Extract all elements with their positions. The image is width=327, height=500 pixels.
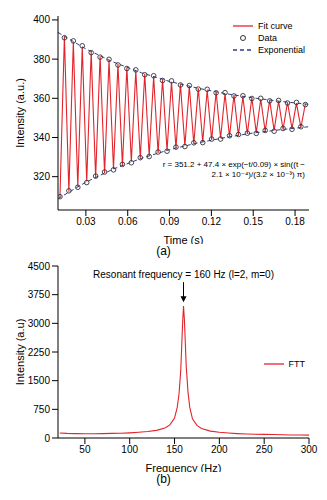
svg-text:320: 320 xyxy=(33,171,50,182)
svg-text:750: 750 xyxy=(33,404,50,415)
html-text:Fit curve: Fit curve xyxy=(258,21,293,31)
svg-text:Intensity (a.u): Intensity (a.u) xyxy=(14,319,26,386)
svg-text:100: 100 xyxy=(121,444,138,455)
svg-text:3000: 3000 xyxy=(28,318,51,329)
svg-text:Frequency (Hz): Frequency (Hz) xyxy=(146,462,222,472)
svg-text:0.03: 0.03 xyxy=(76,216,96,227)
svg-text:340: 340 xyxy=(33,132,50,143)
html-text:FTT: FTT xyxy=(288,359,305,369)
svg-text:380: 380 xyxy=(33,54,50,65)
svg-text:2250: 2250 xyxy=(28,347,51,358)
svg-text:0.09: 0.09 xyxy=(160,216,180,227)
svg-text:Time (s): Time (s) xyxy=(164,234,204,244)
svg-text:0.12: 0.12 xyxy=(202,216,222,227)
svg-text:200: 200 xyxy=(211,444,228,455)
html-text:(a): (a) xyxy=(156,244,171,258)
svg-text:400: 400 xyxy=(33,14,50,25)
html-text:(b): (b) xyxy=(156,472,171,486)
html-text:Exponential: Exponential xyxy=(258,45,305,55)
html-text:Data: Data xyxy=(258,33,277,43)
svg-text:300: 300 xyxy=(301,444,318,455)
svg-text:0.15: 0.15 xyxy=(243,216,263,227)
html-text:r = 351.2 + 47.4 × exp(−t/0.09: r = 351.2 + 47.4 × exp(−t/0.09) × sin((t… xyxy=(162,160,305,179)
svg-text:3750: 3750 xyxy=(28,289,51,300)
svg-text:150: 150 xyxy=(166,444,183,455)
svg-text:0.06: 0.06 xyxy=(118,216,138,227)
svg-text:50: 50 xyxy=(79,444,91,455)
svg-text:1500: 1500 xyxy=(28,375,51,386)
svg-text:0.18: 0.18 xyxy=(285,216,305,227)
svg-text:4500: 4500 xyxy=(28,261,51,272)
svg-text:Intensity (a.u.): Intensity (a.u.) xyxy=(14,78,26,148)
svg-text:0: 0 xyxy=(44,433,50,444)
svg-text:250: 250 xyxy=(256,444,273,455)
svg-text:360: 360 xyxy=(33,93,50,104)
svg-text:Resonant frequency = 160 Hz (l: Resonant frequency = 160 Hz (l=2, m=0) xyxy=(93,269,274,280)
